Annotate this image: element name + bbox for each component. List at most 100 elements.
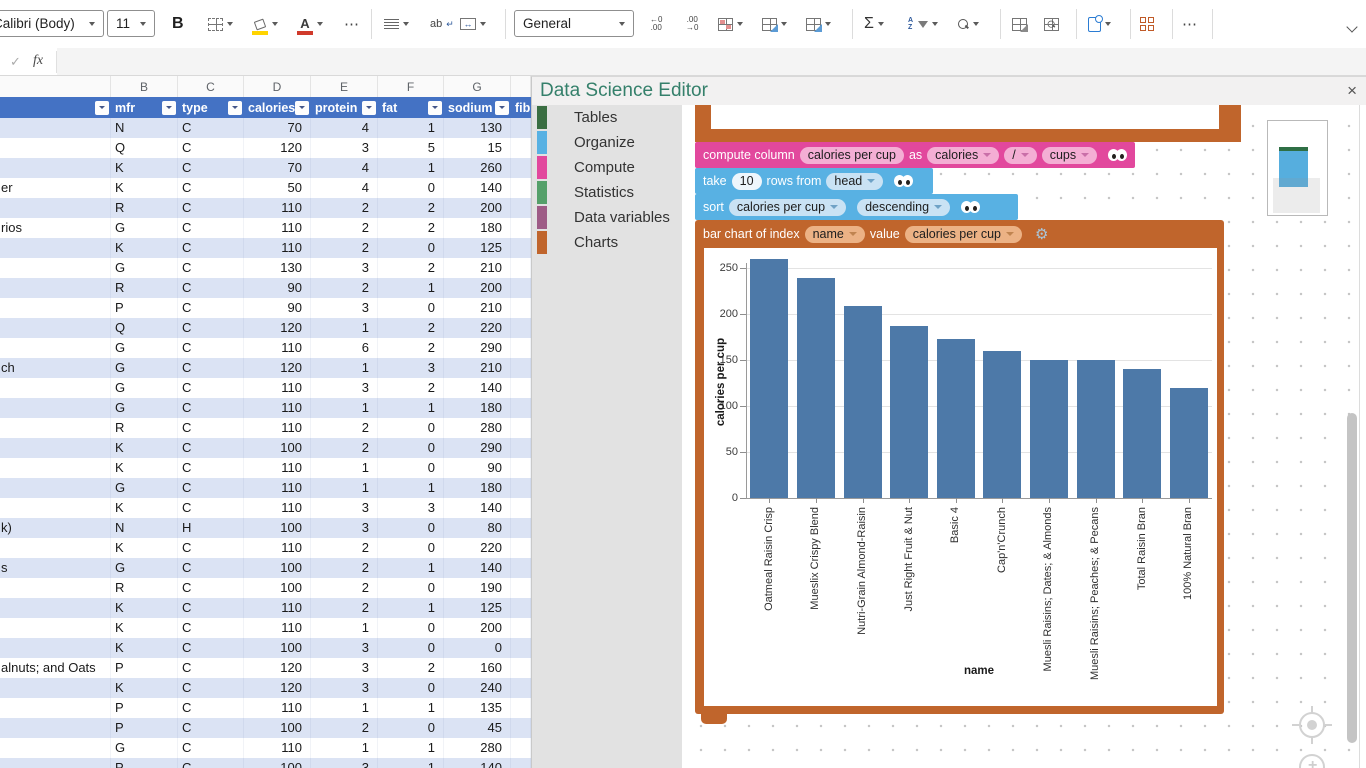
table-row[interactable]: G C 110 1 1 280 xyxy=(0,738,531,758)
cell[interactable]: 70 xyxy=(244,118,311,138)
take-rows-block[interactable]: take 10 rows from head xyxy=(695,168,933,194)
cell[interactable]: K xyxy=(111,498,178,518)
table-row[interactable]: K C 110 3 3 140 xyxy=(0,498,531,518)
cell[interactable]: K xyxy=(111,598,178,618)
cell[interactable]: C xyxy=(178,158,244,178)
cell[interactable]: C xyxy=(178,598,244,618)
decrease-decimal-button[interactable]: ←0.00 xyxy=(650,9,662,39)
table-row[interactable]: G C 110 1 1 180 xyxy=(0,478,531,498)
cell[interactable]: 100 xyxy=(244,758,311,768)
cell[interactable]: 1 xyxy=(311,618,378,638)
column-name-field[interactable]: calories per cup xyxy=(799,146,904,164)
table-row[interactable]: K C 110 2 0 220 xyxy=(0,538,531,558)
cell[interactable]: 0 xyxy=(378,678,444,698)
cell[interactable]: 1 xyxy=(378,698,444,718)
cell[interactable]: G xyxy=(111,218,178,238)
filter-button[interactable] xyxy=(228,100,242,115)
cell[interactable]: C xyxy=(178,358,244,378)
cell[interactable]: C xyxy=(178,138,244,158)
row-count-field[interactable]: 10 xyxy=(731,172,762,190)
enter-check-icon[interactable]: ✓ xyxy=(10,54,21,69)
cell[interactable] xyxy=(511,258,531,278)
cell[interactable]: alnuts; and Oats xyxy=(0,658,111,678)
cell[interactable] xyxy=(0,318,111,338)
filter-button[interactable] xyxy=(162,100,176,115)
cell[interactable]: 1 xyxy=(311,318,378,338)
cell[interactable]: 2 xyxy=(378,378,444,398)
cell[interactable]: rios xyxy=(0,218,111,238)
cell[interactable] xyxy=(511,598,531,618)
cell[interactable]: s xyxy=(0,558,111,578)
cell[interactable]: K xyxy=(111,618,178,638)
cell[interactable] xyxy=(511,498,531,518)
cell[interactable]: 2 xyxy=(311,278,378,298)
cell[interactable] xyxy=(511,738,531,758)
cell[interactable]: K xyxy=(111,438,178,458)
cell[interactable]: 3 xyxy=(311,658,378,678)
cell[interactable]: C xyxy=(178,198,244,218)
table-row[interactable]: R C 110 2 0 280 xyxy=(0,418,531,438)
cell[interactable]: G xyxy=(111,478,178,498)
table-row[interactable]: ch G C 120 1 3 210 xyxy=(0,358,531,378)
cell[interactable]: 100 xyxy=(244,518,311,538)
cell[interactable]: 3 xyxy=(378,498,444,518)
cell[interactable]: K xyxy=(111,638,178,658)
font-name-select[interactable]: Calibri (Body) xyxy=(0,10,104,37)
cell[interactable]: 1 xyxy=(378,398,444,418)
table-row[interactable]: K C 110 2 1 125 xyxy=(0,598,531,618)
cell[interactable]: 140 xyxy=(444,378,511,398)
column-letter[interactable]: G xyxy=(444,76,511,97)
cell[interactable]: C xyxy=(178,418,244,438)
cell[interactable]: P xyxy=(111,698,178,718)
cell[interactable]: P xyxy=(111,298,178,318)
formula-input[interactable] xyxy=(57,48,1366,75)
filter-button[interactable] xyxy=(495,100,509,115)
sidebar-item-statistics[interactable]: Statistics xyxy=(532,180,682,205)
cell[interactable]: 2 xyxy=(311,218,378,238)
cell[interactable]: er xyxy=(0,178,111,198)
filter-button[interactable] xyxy=(95,100,109,115)
cell[interactable]: 4 xyxy=(311,118,378,138)
cell[interactable]: G xyxy=(111,378,178,398)
table-row[interactable]: k) N H 100 3 0 80 xyxy=(0,518,531,538)
number-format-select[interactable]: General xyxy=(514,10,634,37)
gear-icon[interactable]: ⚙ xyxy=(1035,225,1049,243)
cell[interactable]: G xyxy=(111,358,178,378)
cell[interactable]: P xyxy=(111,658,178,678)
close-icon[interactable]: × xyxy=(1347,81,1357,100)
cell[interactable]: C xyxy=(178,278,244,298)
cell[interactable]: 140 xyxy=(444,178,511,198)
column-letter[interactable]: F xyxy=(378,76,444,97)
dataset-block-edge[interactable] xyxy=(695,105,711,130)
cell[interactable]: C xyxy=(178,378,244,398)
collapse-ribbon-button[interactable] xyxy=(1346,12,1358,42)
cell[interactable]: 160 xyxy=(444,658,511,678)
cell[interactable]: 110 xyxy=(244,598,311,618)
cell[interactable]: 6 xyxy=(311,338,378,358)
align-button[interactable] xyxy=(384,9,409,39)
cell[interactable]: 1 xyxy=(378,598,444,618)
cell[interactable]: 210 xyxy=(444,358,511,378)
cell[interactable]: 3 xyxy=(311,298,378,318)
cell[interactable] xyxy=(0,258,111,278)
analyze-data-button[interactable] xyxy=(1044,9,1059,39)
cell[interactable]: 110 xyxy=(244,458,311,478)
cell[interactable] xyxy=(511,198,531,218)
cell[interactable] xyxy=(0,238,111,258)
format-as-table-button[interactable] xyxy=(762,9,787,39)
cell[interactable] xyxy=(511,578,531,598)
table-row[interactable]: Q C 120 3 5 15 xyxy=(0,138,531,158)
cell[interactable]: C xyxy=(178,658,244,678)
sort-direction-dropdown[interactable]: descending xyxy=(857,198,951,216)
cell[interactable] xyxy=(511,618,531,638)
vertical-scrollbar[interactable] xyxy=(1347,413,1357,743)
dataset-block-edge[interactable] xyxy=(1219,105,1241,130)
cell[interactable]: 1 xyxy=(311,398,378,418)
cell[interactable] xyxy=(511,378,531,398)
cell[interactable]: P xyxy=(111,718,178,738)
cell[interactable] xyxy=(511,538,531,558)
cell[interactable] xyxy=(511,158,531,178)
table-row[interactable]: K C 100 3 0 0 xyxy=(0,638,531,658)
cell[interactable]: 3 xyxy=(311,758,378,768)
cell[interactable]: K xyxy=(111,538,178,558)
